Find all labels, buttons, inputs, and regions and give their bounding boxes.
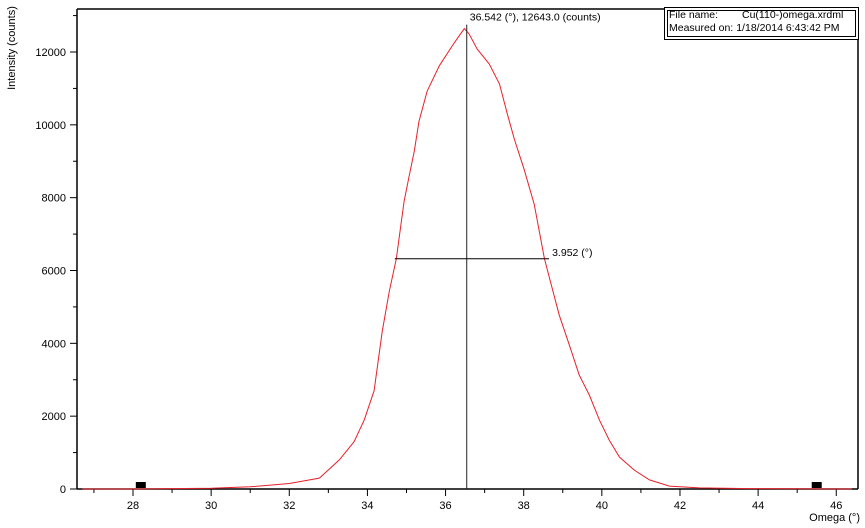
peak-label: 36.542 (°), 12643.0 (counts) [470,12,601,24]
x-tick-label: 42 [674,500,686,512]
x-tick-label: 36 [439,500,451,512]
file-name-value: Cu(110-)omega.xrdml [742,9,844,21]
x-tick-label: 46 [830,500,842,512]
range-marker-handle[interactable] [811,482,822,488]
x-axis-title: Omega (°) [809,512,860,524]
x-tick-label: 44 [752,500,764,512]
y-axis: 0 2000 4000 6000 8000 10000 12000 [35,9,78,496]
y-tick-label: 0 [60,484,66,496]
y-tick-label: 2000 [42,411,66,423]
x-tick-label: 32 [283,500,295,512]
fwhm-label: 3.952 (°) [552,247,592,259]
x-tick-label: 40 [596,500,608,512]
y-tick-label: 8000 [42,193,66,205]
range-marker-handle[interactable] [135,482,146,488]
y-axis-title: Intensity (counts) [6,6,18,90]
range-markers[interactable] [135,482,822,488]
file-name-label: File name: [669,9,719,21]
y-tick-label: 12000 [35,47,66,59]
x-axis: 28 30 32 34 36 38 40 42 44 46 [77,488,858,512]
y-tick-label: 4000 [42,338,66,350]
y-tick-label: 10000 [35,120,66,132]
x-tick-label: 28 [127,500,139,512]
file-name-row: File name: Cu(110-)omega.xrdml [669,9,854,22]
x-tick-label: 38 [518,500,530,512]
measured-on-label: Measured on: [669,22,734,34]
y-tick-label: 6000 [42,266,66,278]
intensity-curve [82,27,852,490]
measured-on-value: 1/18/2014 6:43:42 PM [736,22,840,34]
measured-on-row: Measured on: 1/18/2014 6:43:42 PM [669,22,854,35]
plot-frame [77,8,859,489]
x-tick-label: 30 [205,500,217,512]
x-tick-label: 34 [361,500,373,512]
file-info-box: File name: Cu(110-)omega.xrdml Measured … [664,7,859,40]
